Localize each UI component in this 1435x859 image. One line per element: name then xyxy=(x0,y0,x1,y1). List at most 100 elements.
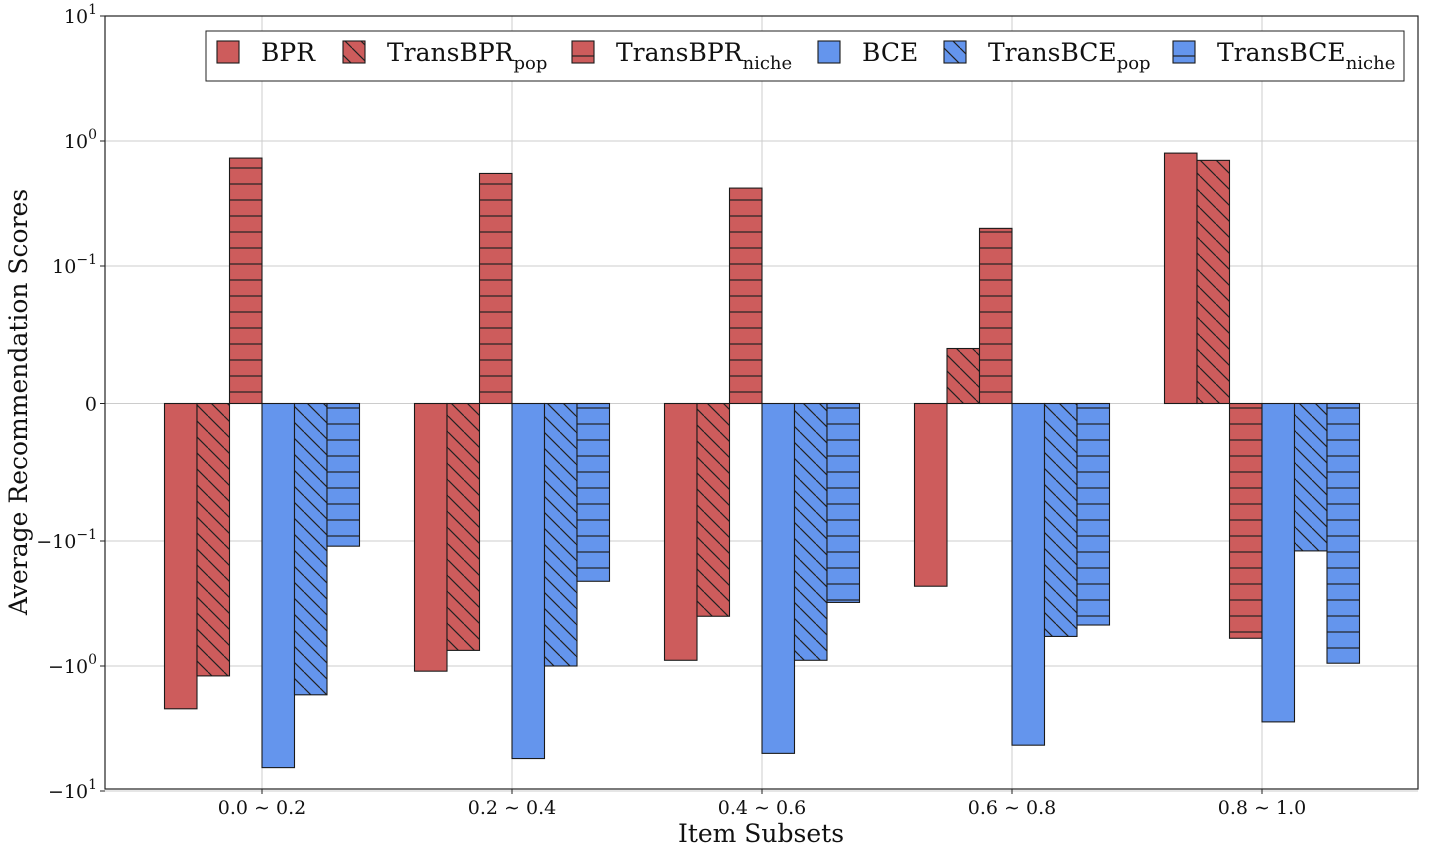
bar xyxy=(446,402,481,651)
bar xyxy=(196,402,231,677)
legend-swatch-outline xyxy=(571,40,595,64)
bar xyxy=(826,402,861,603)
x-axis-label: Item Subsets xyxy=(678,819,844,848)
y-tick-label: −100 xyxy=(48,652,97,678)
bar xyxy=(946,347,981,405)
legend-label: TransBCEpop xyxy=(988,38,1151,74)
legend-swatch xyxy=(818,41,840,63)
bar xyxy=(913,402,948,587)
legend-label: BCE xyxy=(862,38,918,67)
legend-swatch-outline xyxy=(943,40,967,64)
legend-entry: TransBPRniche xyxy=(571,38,792,74)
bar xyxy=(1228,402,1263,639)
bar xyxy=(728,187,763,405)
legend-swatch-hatch xyxy=(343,41,365,63)
bar-fill xyxy=(262,403,295,768)
bar xyxy=(163,402,198,710)
bar-hatch xyxy=(697,403,730,617)
legend-swatch xyxy=(217,41,239,63)
bar-hatch xyxy=(1044,403,1077,637)
bar-outline xyxy=(293,402,328,696)
bar-outline xyxy=(478,172,513,405)
legend-label: TransBPRpop xyxy=(387,38,547,74)
bar-hatch xyxy=(827,403,860,603)
bar-fill xyxy=(512,403,545,759)
bar-outline xyxy=(196,402,231,677)
legend-entry: TransBPRpop xyxy=(342,38,547,74)
y-tick-label: 10−1 xyxy=(52,252,97,278)
bar-hatch xyxy=(1327,403,1360,664)
bar xyxy=(576,402,611,582)
legend-entry: TransBCEniche xyxy=(1172,38,1395,74)
bar-outline xyxy=(576,402,611,582)
x-tick-label: 0.0 ∼ 0.2 xyxy=(218,797,306,819)
bar xyxy=(1326,402,1361,664)
y-tick-labels: 101 100 10−1 0 −10−1 −100 −101 xyxy=(36,2,105,803)
y-tick-label: −101 xyxy=(48,777,97,803)
legend-swatch-outline xyxy=(817,40,841,64)
bar-outline xyxy=(978,227,1013,405)
bar xyxy=(543,402,578,667)
legend-swatch-outline xyxy=(216,40,240,64)
y-tick-label: 100 xyxy=(64,127,97,153)
bar-outline xyxy=(446,402,481,651)
legend-swatch-hatch xyxy=(1173,41,1195,63)
bar-hatch xyxy=(1294,403,1327,551)
bar-hatch xyxy=(447,403,480,651)
legend-entry: TransBCEpop xyxy=(943,38,1151,74)
bar-outline xyxy=(728,187,763,405)
bar-fill xyxy=(1012,403,1045,746)
bar-outline xyxy=(696,402,731,617)
bar-outline xyxy=(913,402,948,587)
bar xyxy=(326,402,361,547)
legend-swatch-outline xyxy=(1172,40,1196,64)
bar-hatch xyxy=(947,348,980,404)
bar xyxy=(478,172,513,405)
bar xyxy=(413,402,448,672)
bar-fill xyxy=(164,403,197,709)
y-tick-label: −10−1 xyxy=(36,527,97,553)
bar-outline xyxy=(1196,159,1231,405)
bar xyxy=(293,402,328,696)
bar xyxy=(1011,402,1046,746)
x-tick-label: 0.2 ∼ 0.4 xyxy=(468,797,556,819)
y-axis-label: Average Recommendation Scores xyxy=(4,189,33,616)
bar-outline xyxy=(1261,402,1296,723)
bar-hatch xyxy=(479,173,512,404)
legend-entry: BPR xyxy=(216,38,316,67)
legend-swatch-hatch xyxy=(572,41,594,63)
bar-outline xyxy=(1326,402,1361,664)
bar xyxy=(978,227,1013,405)
bar-hatch xyxy=(294,403,327,695)
bar-outline xyxy=(1076,402,1111,626)
bar-outline xyxy=(228,157,263,405)
bar xyxy=(1196,159,1231,405)
bar xyxy=(1163,152,1198,405)
bar-hatch xyxy=(1077,403,1110,626)
bar-fill xyxy=(1164,153,1197,404)
legend-box xyxy=(205,30,1405,82)
bar-hatch xyxy=(1197,160,1230,404)
bar-outline xyxy=(326,402,361,547)
bar xyxy=(1261,402,1296,723)
bar-hatch xyxy=(544,403,577,666)
bar xyxy=(793,402,828,661)
bar-hatch xyxy=(979,228,1012,404)
bar xyxy=(663,402,698,661)
bar xyxy=(696,402,731,617)
bar-hatch xyxy=(229,158,262,404)
legend: BPR TransBPRpop TransBPRniche BCE TransBCEpo… xyxy=(205,30,1405,82)
legend-label: TransBCEniche xyxy=(1217,38,1395,74)
bar-hatch xyxy=(577,403,610,582)
bar xyxy=(761,402,796,754)
bar-hatch xyxy=(327,403,360,547)
y-tick-label: 0 xyxy=(85,394,97,416)
bar-hatch xyxy=(729,188,762,404)
bar-hatch xyxy=(197,403,230,676)
bar xyxy=(511,402,546,760)
bar-hatch xyxy=(794,403,827,661)
bar xyxy=(1293,402,1328,552)
x-tick-label: 0.4 ∼ 0.6 xyxy=(718,797,806,819)
